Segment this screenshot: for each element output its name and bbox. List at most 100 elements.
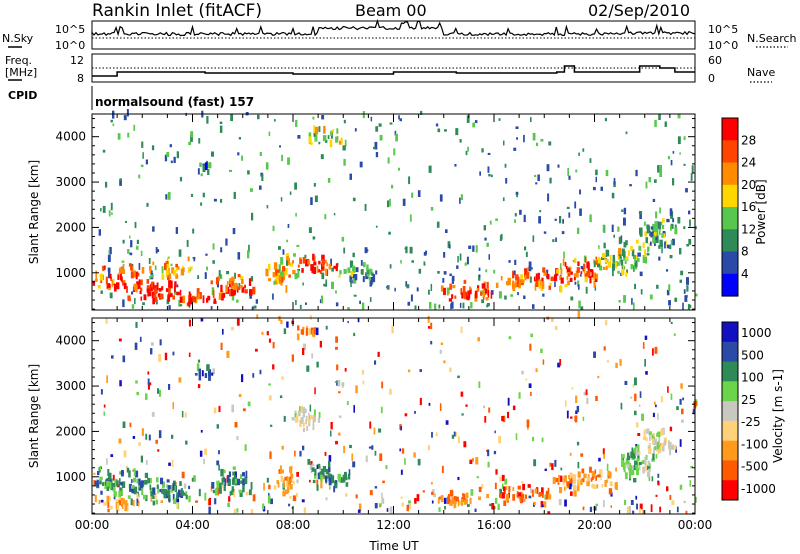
scatter-cell [313, 183, 316, 187]
power-plot [92, 109, 698, 310]
echo-cell [216, 480, 220, 489]
scatter-cell [459, 197, 461, 204]
scatter-cell [639, 503, 643, 510]
scatter-cell [172, 351, 175, 356]
scatter-cell [188, 141, 192, 146]
x-tick-label: 16:00 [477, 518, 512, 532]
scatter-cell [504, 163, 507, 168]
scatter-cell [129, 252, 133, 256]
echo-cell [99, 480, 102, 485]
scatter-cell [100, 499, 104, 503]
echo-cell [469, 497, 472, 505]
scatter-cell [657, 473, 660, 478]
scatter-cell [252, 494, 256, 502]
echo-cell [663, 233, 666, 238]
echo-cell [342, 474, 346, 482]
echo-cell [204, 162, 208, 170]
scatter-cell [439, 194, 443, 202]
echo-cell [146, 288, 150, 293]
scatter-cell [208, 497, 211, 505]
echo-cell [238, 489, 242, 494]
scatter-cell [644, 359, 646, 367]
echo-cell [322, 135, 327, 142]
echo-cell [120, 481, 123, 486]
scatter-cell [167, 256, 170, 259]
echo-cell [165, 269, 169, 275]
scatter-cell [580, 453, 584, 457]
echo-cell [297, 410, 301, 417]
scatter-cell [399, 448, 401, 452]
echo-cell [221, 293, 224, 301]
scatter-cell [654, 179, 657, 183]
echo-cell [119, 478, 121, 485]
echo-cell [343, 268, 347, 274]
scatter-cell [233, 191, 236, 199]
scatter-cell [559, 216, 562, 224]
scatter-cell [425, 250, 427, 255]
scatter-cell [486, 303, 490, 307]
scatter-cell [400, 469, 403, 475]
scatter-cell [266, 205, 269, 209]
scatter-cell [331, 281, 334, 289]
scatter-cell [669, 255, 673, 259]
x-tick-label: 20:00 [577, 518, 612, 532]
echo-cell [221, 477, 224, 485]
echo-cell [126, 287, 128, 291]
scatter-cell [571, 387, 574, 390]
scatter-cell [151, 412, 155, 417]
scatter-cell [525, 378, 528, 381]
scatter-cell [375, 270, 378, 275]
scatter-cell [574, 281, 577, 285]
echo-cell [163, 491, 167, 499]
scatter-cell [501, 474, 505, 481]
echo-cell [605, 265, 608, 271]
scatter-cell [624, 380, 628, 385]
scatter-cell [378, 428, 382, 433]
echo-cell [344, 471, 347, 477]
scatter-cell [122, 239, 125, 244]
scatter-cell [259, 185, 262, 190]
scatter-cell [524, 246, 527, 251]
scatter-cell [460, 391, 464, 397]
echo-cell [159, 489, 162, 493]
power-ylabel: Slant Range [km] [27, 160, 41, 264]
scatter-cell [569, 452, 572, 456]
echo-cell [273, 280, 276, 285]
echo-cell [451, 294, 454, 299]
echo-cell [321, 259, 324, 267]
scatter-cell [605, 320, 608, 326]
scatter-cell [585, 389, 588, 396]
scatter-cell [338, 415, 342, 418]
scatter-cell [679, 152, 681, 155]
scatter-cell [611, 224, 614, 232]
colorbar-segment [722, 251, 738, 275]
echo-cell [208, 371, 211, 377]
scatter-cell [250, 188, 253, 192]
scatter-cell [634, 283, 636, 290]
y-tick-label: 2000 [55, 424, 86, 438]
echo-cell [621, 270, 625, 276]
scatter-cell [247, 401, 251, 407]
nsky-label: N.Sky [2, 32, 34, 45]
scatter-cell [389, 198, 391, 207]
echo-cell [661, 233, 665, 238]
scatter-cell [257, 114, 260, 120]
scatter-cell [286, 239, 289, 243]
echo-cell [227, 478, 231, 486]
echo-cell [236, 478, 240, 486]
echo-cell [119, 273, 122, 281]
echo-cell [160, 293, 164, 300]
scatter-cell [632, 302, 635, 310]
scatter-cell [328, 455, 332, 462]
echo-cell [648, 448, 652, 454]
scatter-cell [644, 335, 648, 340]
echo-cell [133, 283, 137, 291]
colorbar-segment [722, 440, 738, 461]
scatter-cell [173, 156, 176, 163]
echo-cell [347, 473, 351, 480]
scatter-cell [296, 479, 299, 484]
scatter-cell [296, 244, 300, 247]
echo-cell [567, 280, 570, 286]
echo-cell [150, 491, 154, 497]
scatter-cell [236, 508, 239, 513]
